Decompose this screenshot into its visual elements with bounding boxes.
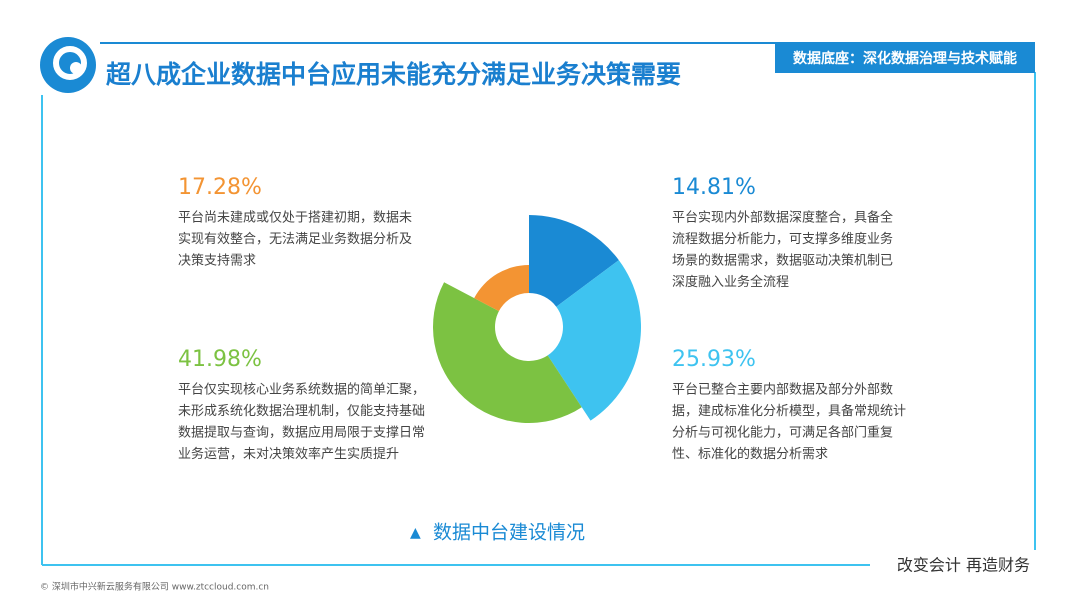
pie-slice — [432, 282, 582, 424]
description: 平台已整合主要内部数据及部分外部数 — [672, 382, 893, 398]
logo — [40, 37, 96, 93]
description: 实现有效整合，无法满足业务数据分析及 — [178, 231, 412, 247]
value-label: 41.98% — [178, 347, 262, 372]
description: 未形成系统化数据治理机制，仅能支持基础 — [178, 404, 425, 419]
description: 平台尚未建成或仅处于搭建初期，数据未 — [178, 210, 412, 226]
logo — [70, 62, 82, 74]
description: 平台实现内外部数据深度整合，具备全 — [672, 210, 893, 226]
description: 分析与可视化能力，可满足各部门重复 — [672, 425, 893, 441]
logo — [53, 46, 87, 80]
caption: 数据中台建设情况 — [433, 522, 585, 544]
description: 决策支持需求 — [178, 253, 256, 269]
tag: 数据底座：深化数据治理与技术赋能 — [793, 50, 1017, 67]
pie-slice — [529, 215, 619, 307]
description: 业务运营，未对决策效率产生实质提升 — [178, 446, 399, 462]
description: 平台仅实现核心业务系统数据的简单汇聚， — [178, 382, 425, 398]
caption-marker: ▲ — [410, 525, 421, 541]
value-label: 14.81% — [672, 175, 756, 200]
tag-box — [775, 43, 1035, 73]
pie-slice — [474, 265, 529, 312]
legend: 14.81% 平台实现内外部数据深度整合，具备全流程数据分析能力，可支撑多维度业务… — [178, 175, 906, 462]
value-label: 17.28% — [178, 175, 262, 200]
description: 深度融入业务全流程 — [672, 274, 789, 290]
slogan: 改变会计 再造财务 — [897, 556, 1030, 575]
description: 流程数据分析能力，可支撑多维度业务 — [672, 231, 893, 247]
copyright: © 深圳市中兴新云服务有限公司 www.ztccloud.com.cn — [40, 581, 269, 593]
description: 场景的数据需求，数据驱动决策机制已 — [672, 253, 893, 269]
title: 超八成企业数据中台应用未能充分满足业务决策需要 — [106, 60, 681, 89]
description: 数据提取与查询，数据应用局限于支撑日常 — [178, 425, 425, 441]
description: 据，建成标准化分析模型，具备常规统计 — [672, 403, 906, 419]
description: 性、标准化的数据分析需求 — [672, 446, 828, 462]
value-label: 25.93% — [672, 347, 756, 372]
pie — [432, 215, 641, 424]
pie-slice — [547, 260, 641, 421]
